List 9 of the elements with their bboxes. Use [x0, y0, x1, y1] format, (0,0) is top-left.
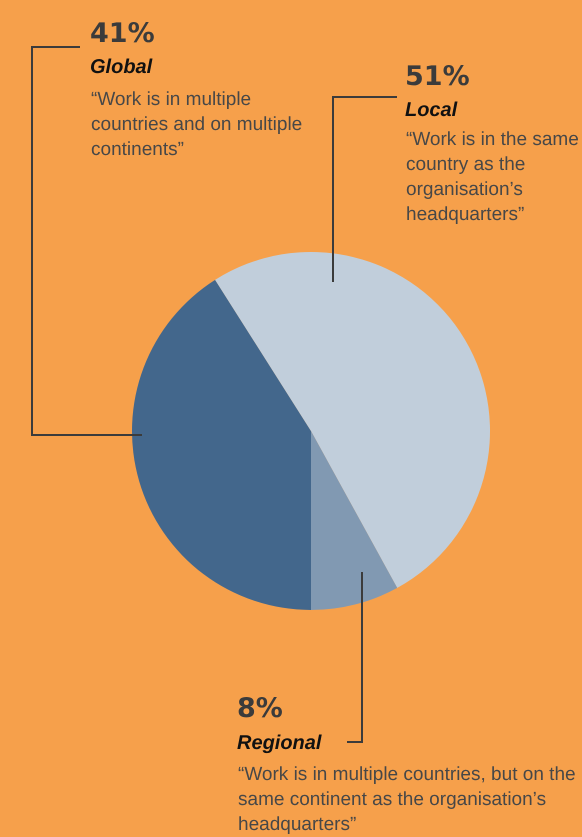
slice-label: Local	[405, 99, 458, 121]
data-label: 8%	[237, 693, 283, 724]
data-label: 41%	[90, 18, 155, 49]
text: “Work is in multiple countries, but on the same continent as the organisation’s headquarters”	[238, 764, 576, 835]
text: “Work is in the same country as the organisation’s headquarters”	[406, 129, 579, 225]
data-label: 51%	[405, 61, 470, 92]
slice-label: Global	[90, 56, 153, 78]
slice-label: Regional	[237, 732, 322, 754]
text: “Work is in multiple countries and on multiple continents”	[91, 89, 302, 160]
